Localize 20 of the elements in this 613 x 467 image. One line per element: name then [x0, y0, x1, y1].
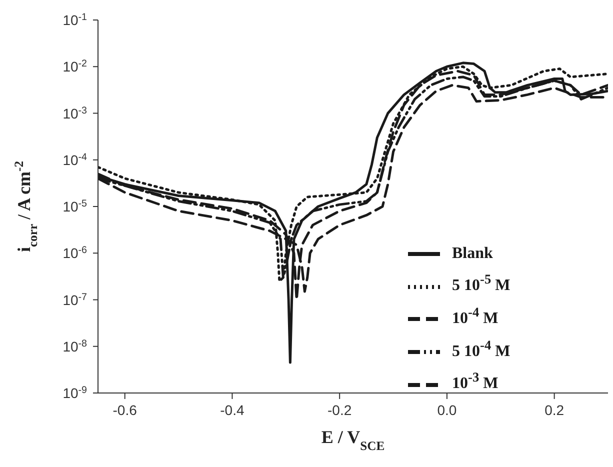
y-tick-label: 10$^{-3}$: [62, 104, 88, 122]
y-tick-label: 10$^{-4}$: [62, 151, 88, 168]
legend-label: 10$^{-4}$ M: [452, 304, 498, 327]
x-tick-label: -0.6: [112, 402, 138, 418]
y-tick-label: 10$^{-5}$: [62, 198, 88, 214]
y-tick-label: 10$^{-8}$: [62, 338, 88, 354]
legend-label: 10$^{-3}$ M: [452, 370, 498, 392]
x-tick-label: 0.0: [437, 402, 457, 418]
x-tick-label: -0.4: [220, 402, 244, 418]
y-tick-label: 10$^{-1}$: [62, 12, 87, 28]
y-tick-label: 10$^{-2}$: [62, 58, 87, 75]
y-tick-label: 10$^{-7}$: [62, 291, 87, 308]
x-tick-label: -0.2: [328, 402, 352, 418]
x-tick-label: 0.2: [544, 402, 564, 418]
y-tick-label: 10$^{-9}$: [62, 384, 87, 401]
x-axis-title: E / V$_{SCE}$: [321, 427, 385, 453]
legend-label: Blank: [452, 244, 493, 262]
legend-label: 5 10$^{-4}$ M: [452, 337, 510, 360]
y-tick-label: 10$^{-6}$: [62, 244, 88, 262]
legend-label: 5 10$^{-5}$ M: [452, 272, 510, 294]
